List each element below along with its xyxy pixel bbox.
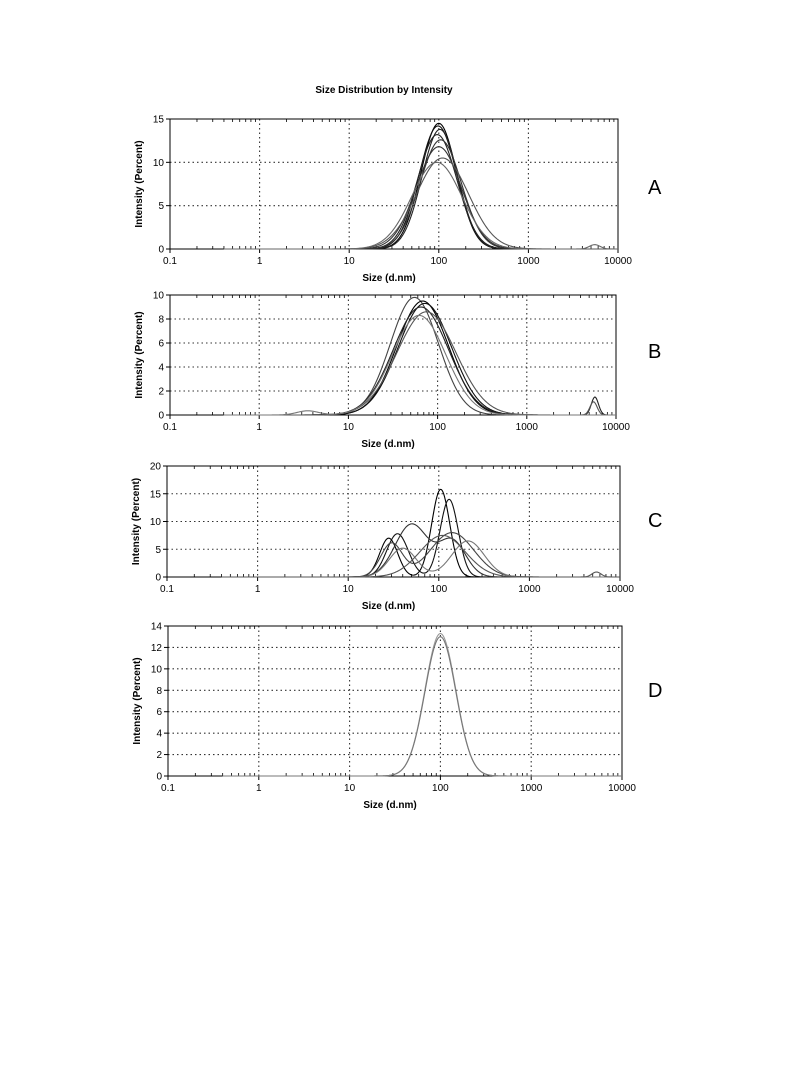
x-tick-label: 0.1: [163, 256, 177, 267]
series-line: [223, 300, 616, 416]
y-tick-label: 10: [151, 664, 163, 675]
y-tick-label: 5: [158, 201, 164, 212]
y-tick-label: 10: [150, 517, 162, 528]
series-line: [223, 161, 618, 250]
panel-label: D: [648, 680, 662, 702]
x-tick-label: 100: [429, 422, 446, 433]
x-tick-label: 10000: [606, 584, 634, 595]
x-axis-title: Size (d.nm): [362, 601, 415, 612]
x-tick-label: 0.1: [163, 422, 177, 433]
y-tick-label: 15: [150, 489, 162, 500]
x-tick-label: 10000: [602, 422, 630, 433]
x-axis-title: Size (d.nm): [362, 273, 415, 284]
series-line: [221, 498, 620, 578]
figure-title: Size Distribution by Intensity: [315, 85, 453, 96]
x-axis-title: Size (d.nm): [363, 800, 416, 811]
x-axis-title: Size (d.nm): [361, 439, 414, 450]
y-tick-label: 8: [158, 315, 164, 326]
x-tick-label: 10: [344, 783, 356, 794]
y-axis-title: Intensity (Percent): [134, 311, 145, 398]
x-tick-label: 100: [430, 584, 447, 595]
panel-label: A: [648, 177, 662, 199]
y-tick-label: 20: [150, 462, 162, 473]
series-line: [221, 534, 620, 578]
y-tick-label: 14: [151, 622, 163, 633]
x-tick-label: 10: [343, 422, 355, 433]
x-tick-label: 100: [430, 256, 447, 267]
x-tick-label: 1000: [516, 422, 539, 433]
y-tick-label: 10: [153, 158, 165, 169]
y-tick-label: 8: [156, 686, 162, 697]
x-tick-label: 0.1: [160, 584, 174, 595]
y-tick-label: 0: [155, 573, 161, 584]
x-tick-label: 1: [256, 783, 262, 794]
series-line: [223, 134, 618, 250]
x-tick-label: 100: [432, 783, 449, 794]
series-line: [223, 139, 618, 250]
y-tick-label: 4: [158, 363, 164, 374]
panel-label: B: [648, 341, 661, 363]
y-axis-title: Intensity (Percent): [132, 657, 143, 744]
panel-b: 0.1 1 10 100 1000 10000 0 2 4 6 8 10 Size (d.nm) Inte…: [134, 291, 661, 451]
series-line: [223, 306, 616, 416]
x-tick-label: 1000: [520, 783, 543, 794]
x-tick-label: 1000: [518, 584, 541, 595]
y-axis-title: Intensity (Percent): [131, 478, 142, 565]
x-tick-label: 1000: [517, 256, 540, 267]
y-tick-label: 0: [156, 772, 162, 783]
x-tick-label: 1: [257, 256, 263, 267]
series-line: [223, 122, 618, 250]
panel-a: 0.1 1 10 100 1000 10000 0 5 10 15 Size (d.nm) Inten…: [134, 115, 662, 285]
plot-frame: [167, 625, 623, 777]
x-tick-label: 0.1: [161, 783, 175, 794]
y-tick-label: 0: [158, 411, 164, 422]
y-tick-label: 4: [156, 729, 162, 740]
y-tick-label: 6: [158, 339, 164, 350]
panel-label: C: [648, 510, 662, 532]
series-line: [222, 636, 622, 777]
series-line: [223, 125, 618, 250]
y-tick-label: 6: [156, 707, 162, 718]
panel-d: 0.1 1 10 100 1000 10000 0 2 4 6 8 10 12 14 Size (d.nm)…: [132, 622, 662, 812]
series-line: [223, 314, 616, 416]
y-tick-label: 15: [153, 115, 165, 126]
plot-frame: [169, 294, 617, 416]
series-line: [223, 302, 616, 416]
panel-c: 0.1 1 10 100 1000 10000 0 5 10 15 20 Size (d.nm) Int…: [131, 462, 662, 613]
x-tick-label: 10000: [604, 256, 632, 267]
x-tick-label: 10: [343, 584, 355, 595]
x-tick-label: 1: [255, 584, 261, 595]
y-tick-label: 2: [158, 387, 164, 398]
y-tick-label: 5: [155, 545, 161, 556]
series-line: [223, 128, 618, 250]
y-tick-label: 2: [156, 750, 162, 761]
series-line: [223, 311, 616, 416]
y-tick-label: 12: [151, 643, 163, 654]
y-tick-label: 10: [153, 291, 165, 302]
y-axis-title: Intensity (Percent): [134, 140, 145, 227]
x-tick-label: 10: [344, 256, 356, 267]
x-tick-label: 1: [256, 422, 262, 433]
y-tick-label: 0: [158, 245, 164, 256]
series-line: [221, 532, 620, 578]
plot-frame: [169, 118, 619, 250]
x-tick-label: 10000: [608, 783, 636, 794]
